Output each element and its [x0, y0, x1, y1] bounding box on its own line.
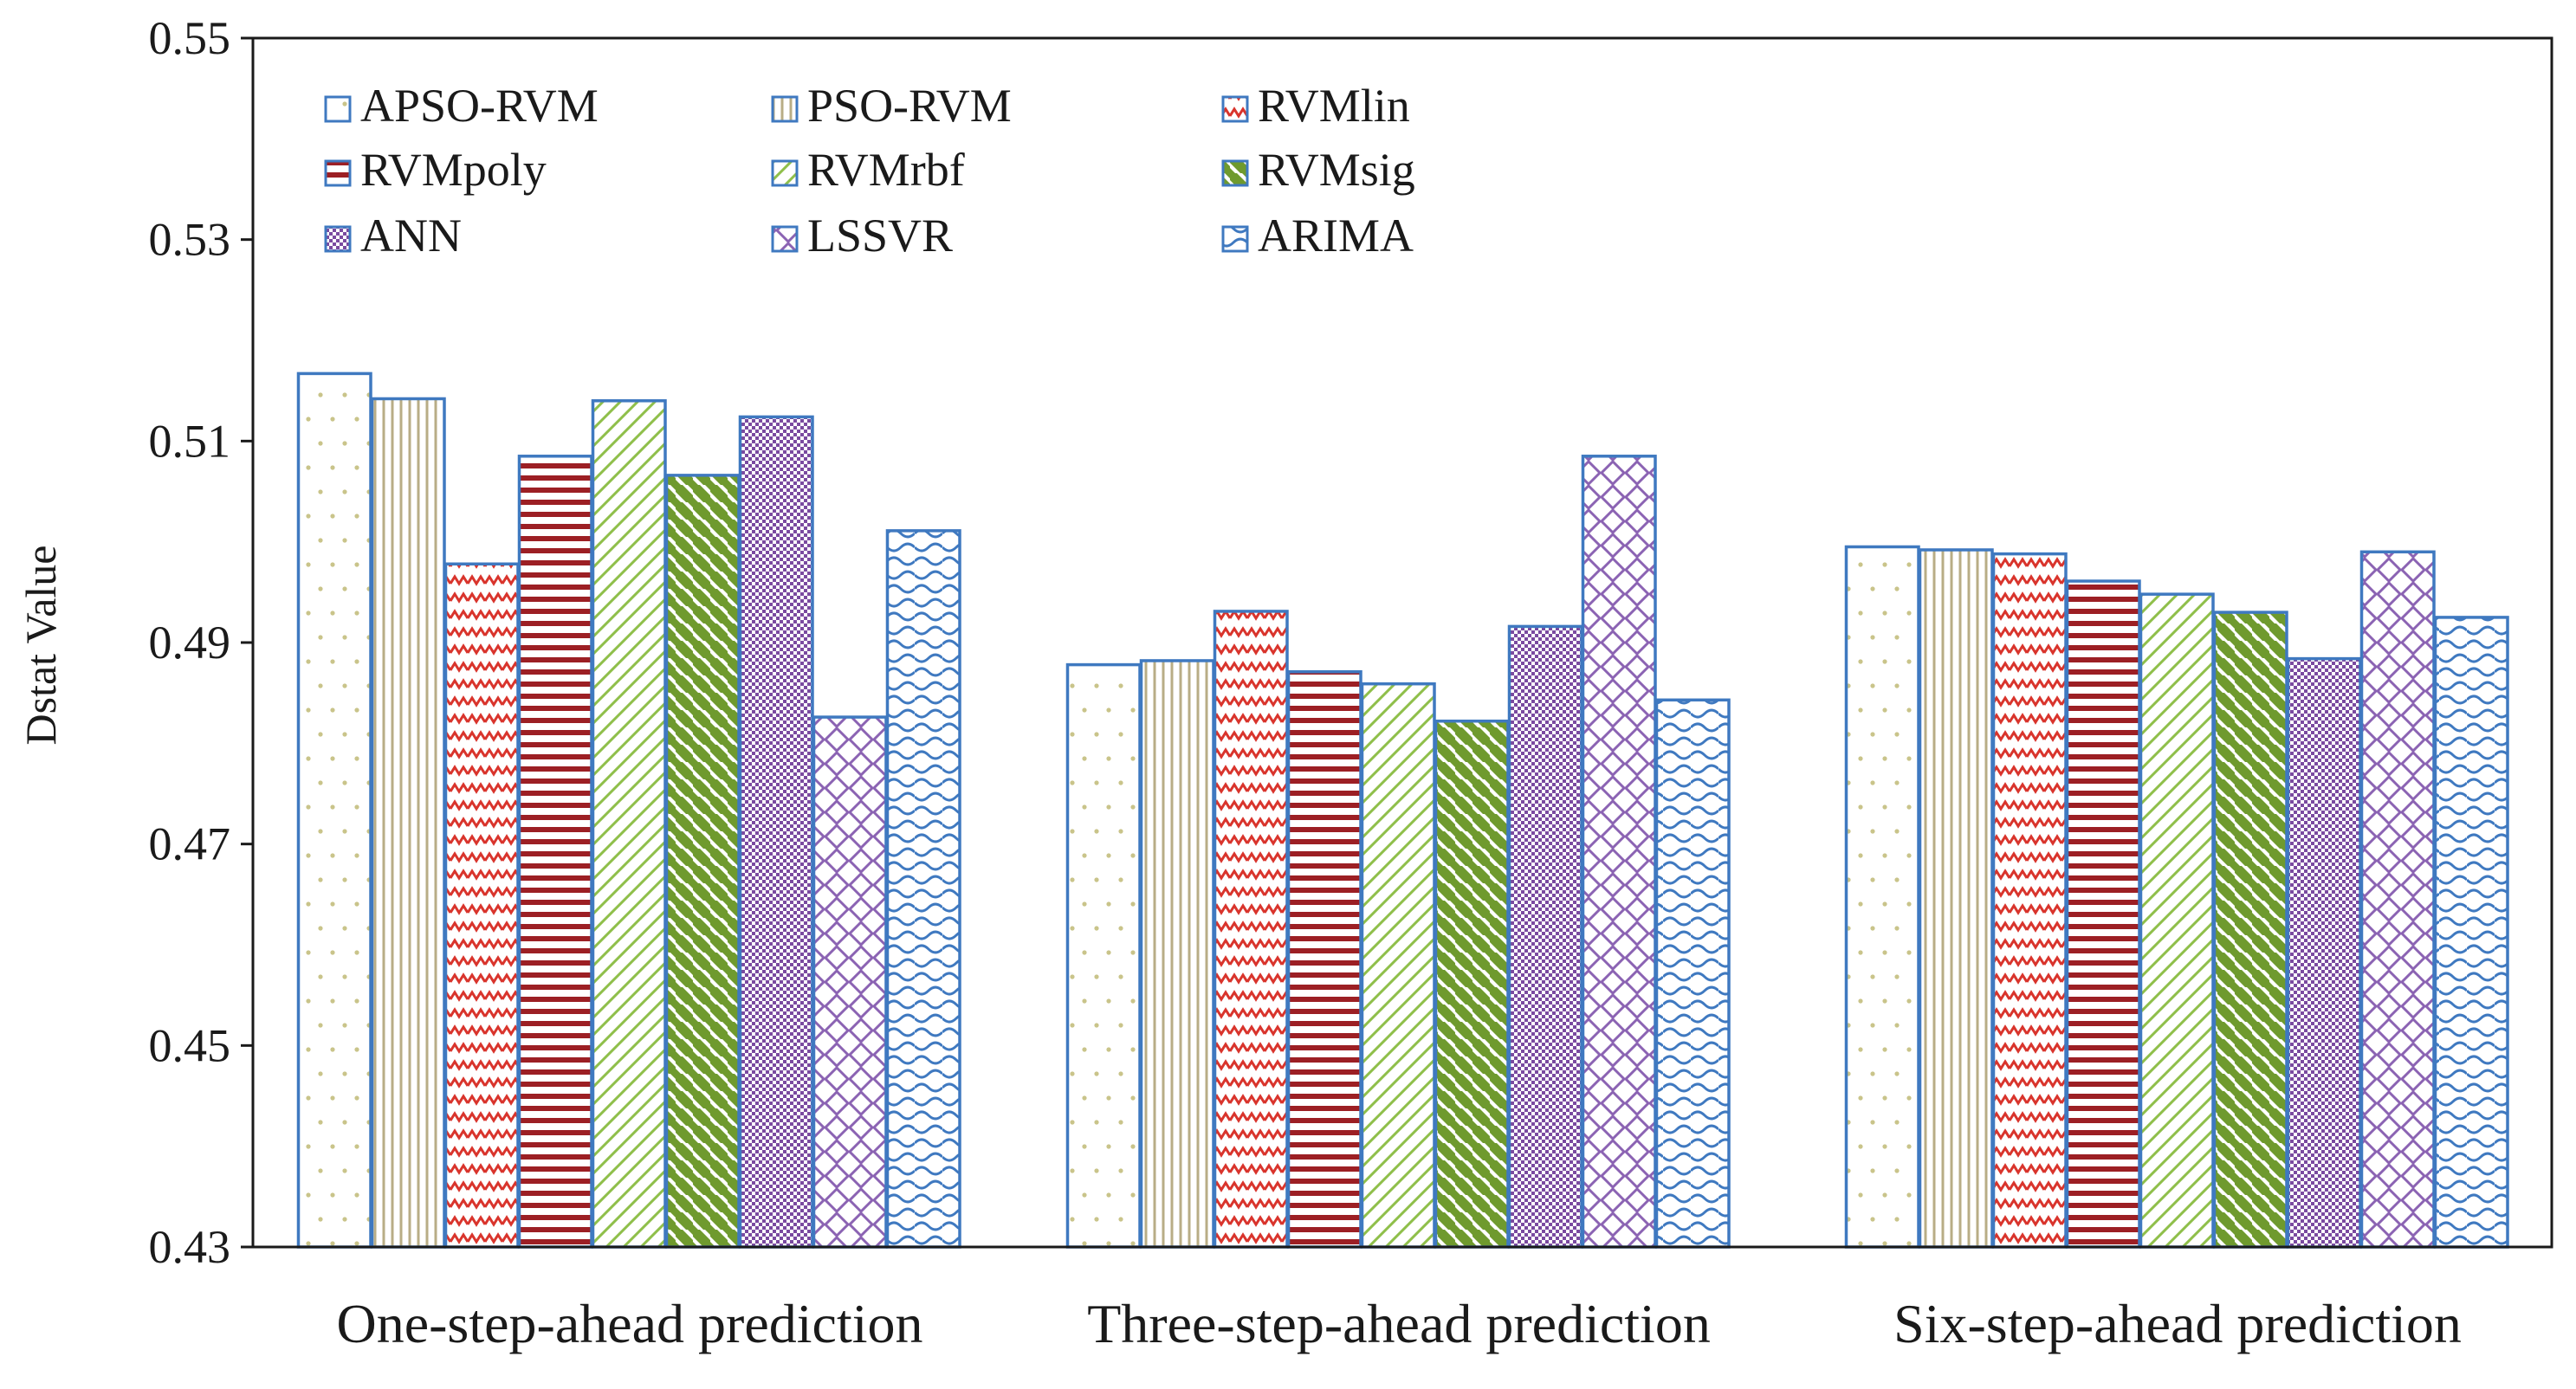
legend-swatch — [1221, 95, 1249, 123]
bar-apso-rvm-six-step-ahead-prediction — [1844, 545, 1920, 1249]
legend-swatch — [324, 225, 352, 253]
bar-rvmpoly-one-step-ahead-prediction — [517, 455, 593, 1249]
bar-rvmlin-three-step-ahead-prediction — [1213, 610, 1289, 1249]
bar-ann-six-step-ahead-prediction — [2286, 656, 2362, 1249]
bar-arima-three-step-ahead-prediction — [1654, 698, 1731, 1249]
bar-rvmlin-six-step-ahead-prediction — [1991, 552, 2068, 1249]
bar-rvmpoly-six-step-ahead-prediction — [2065, 579, 2141, 1249]
bar-ann-one-step-ahead-prediction — [738, 415, 814, 1249]
bar-lssvr-one-step-ahead-prediction — [812, 715, 888, 1249]
legend-item-arima: ARIMA — [1221, 210, 1414, 262]
y-tick-label: 0.43 — [149, 1221, 231, 1273]
legend-label: ARIMA — [1258, 210, 1414, 262]
y-tick-label: 0.53 — [149, 214, 231, 266]
legend-item-ann: ANN — [324, 210, 462, 262]
legend-item-rvmsig: RVMsig — [1221, 144, 1415, 196]
legend-label: ANN — [360, 210, 462, 262]
x-category-label: One-step-ahead prediction — [336, 1293, 922, 1354]
legend-label: APSO-RVM — [360, 80, 599, 132]
bar-rvmsig-three-step-ahead-prediction — [1434, 719, 1510, 1249]
legend-label: LSSVR — [807, 210, 953, 262]
y-tick-label: 0.55 — [149, 12, 231, 64]
legend-item-pso-rvm: PSO-RVM — [771, 80, 1012, 132]
bar-apso-rvm-one-step-ahead-prediction — [296, 371, 372, 1249]
legend-swatch — [771, 159, 799, 187]
legend-item-rvmpoly: RVMpoly — [324, 144, 547, 196]
legend-label: RVMlin — [1258, 80, 1410, 132]
bar-group-three-step-ahead-prediction — [1065, 455, 1731, 1249]
bar-pso-rvm-one-step-ahead-prediction — [370, 397, 446, 1249]
bar-lssvr-six-step-ahead-prediction — [2359, 550, 2436, 1249]
legend-swatch — [1221, 159, 1249, 187]
bar-arima-one-step-ahead-prediction — [885, 529, 961, 1249]
bar-group-one-step-ahead-prediction — [296, 371, 961, 1249]
bar-rvmsig-one-step-ahead-prediction — [664, 474, 741, 1249]
bar-rvmrbf-one-step-ahead-prediction — [591, 399, 667, 1249]
legend-swatch — [324, 159, 352, 187]
bar-rvmrbf-six-step-ahead-prediction — [2139, 592, 2215, 1249]
legend-label: PSO-RVM — [807, 80, 1012, 132]
legend-label: RVMrbf — [807, 144, 965, 196]
bar-pso-rvm-six-step-ahead-prediction — [1918, 548, 1994, 1249]
x-category-label: Six-step-ahead prediction — [1893, 1293, 2462, 1354]
bar-apso-rvm-three-step-ahead-prediction — [1065, 662, 1142, 1249]
legend-item-lssvr: LSSVR — [771, 210, 953, 262]
bar-ann-three-step-ahead-prediction — [1507, 624, 1583, 1249]
bar-rvmpoly-three-step-ahead-prediction — [1286, 669, 1362, 1249]
bars-layer — [296, 371, 2509, 1249]
bar-pso-rvm-three-step-ahead-prediction — [1139, 659, 1215, 1249]
legend-label: RVMpoly — [360, 144, 547, 196]
legend-label: RVMsig — [1258, 144, 1415, 196]
bar-rvmsig-six-step-ahead-prediction — [2212, 611, 2288, 1249]
y-tick-label: 0.45 — [149, 1019, 231, 1071]
legend-item-rvmlin: RVMlin — [1221, 80, 1410, 132]
y-tick-label: 0.47 — [149, 818, 231, 870]
y-tick-label: 0.51 — [149, 415, 231, 467]
legend-swatch — [771, 95, 799, 123]
legend-item-rvmrbf: RVMrbf — [771, 144, 965, 196]
y-axis-title: Dstat Value — [16, 546, 65, 746]
legend: APSO-RVM PSO-RVM RVMlin RVMpoly RVMrbf RVMsig… — [324, 80, 1415, 262]
bar-lssvr-three-step-ahead-prediction — [1581, 455, 1657, 1249]
legend-swatch — [771, 225, 799, 253]
y-tick-label: 0.49 — [149, 617, 231, 669]
legend-item-apso-rvm: APSO-RVM — [324, 80, 599, 132]
bar-arima-six-step-ahead-prediction — [2433, 616, 2509, 1249]
legend-swatch — [324, 95, 352, 123]
bar-rvmlin-one-step-ahead-prediction — [443, 562, 520, 1249]
axes-layer: 0.43 0.45 0.47 0.49 0.51 0.53 0.55 One-step-ahe… — [149, 12, 2553, 1354]
x-category-label: Three-step-ahead prediction — [1087, 1293, 1711, 1354]
legend-swatch — [1221, 225, 1249, 253]
bar-rvmrbf-three-step-ahead-prediction — [1360, 682, 1436, 1249]
bar-group-six-step-ahead-prediction — [1844, 545, 2509, 1249]
